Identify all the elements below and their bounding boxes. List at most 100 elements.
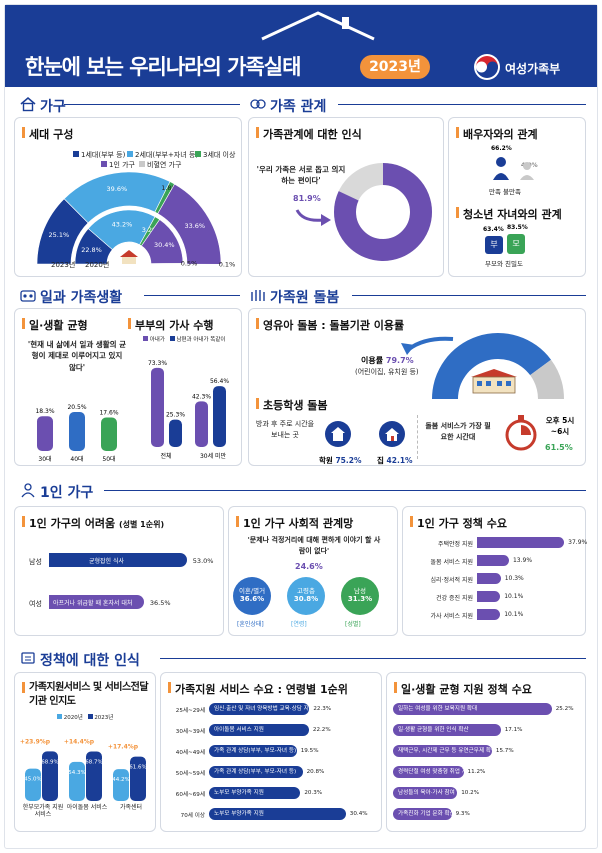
- single-policy-title: 1인 가구 정책 수요: [410, 516, 507, 530]
- legend-swatch: [195, 151, 201, 157]
- academy-value: 75.2%: [335, 456, 362, 465]
- usage-value: 79.7%: [385, 356, 414, 365]
- demand-bar: 임신·출산 및 자녀 양육방법 교육·상담 지원: [209, 703, 314, 715]
- house-roof-icon: [261, 11, 375, 41]
- awareness-bar-2023: [42, 751, 58, 801]
- usage-gauge-chart: [432, 333, 564, 399]
- social-group-label: 남성: [354, 587, 366, 595]
- outer-ring-label: 0.1%: [219, 260, 236, 268]
- time-label: 오후 5시~6시: [545, 416, 575, 436]
- balance-bar: [37, 416, 53, 451]
- social-group-label: 고령층: [297, 587, 315, 595]
- housework-title: 부부의 가사 수행: [128, 318, 214, 332]
- single-policy-label: 돌봄 서비스 지원: [430, 559, 473, 566]
- outer-ring-label: 39.6%: [107, 185, 128, 193]
- housework-value-label: 73.3%: [148, 360, 167, 367]
- demand-label: 가족 관계 상담(부부, 부모-자녀 등): [214, 748, 297, 754]
- single-policy-label: 건강 증진 지원: [436, 595, 473, 602]
- demand-value: 22.3%: [313, 706, 332, 712]
- single-difficulty-card: 1인 가구의 어려움 (성별 1순위) 남성 균형잡힌 식사 53.0% 여성 아프거나…: [14, 506, 224, 636]
- balance-value-label: 20.5%: [67, 404, 86, 411]
- awareness-value-2023: 68.7%: [85, 760, 102, 766]
- wlb-label: 가족친화 기업 문화 확산: [398, 811, 455, 817]
- single-policy-value: 10.3%: [504, 575, 524, 582]
- relations-quote: '우리 가족은 서로 돕고 의지하는 편이다': [256, 165, 346, 186]
- housework-bar: [151, 367, 164, 447]
- demand-age-label: 50세~59세: [175, 771, 205, 777]
- wlb-bar: 일·생활 균형을 위한 인식 확산: [393, 724, 501, 736]
- ministry-logo-text: 여성가족부: [505, 62, 561, 76]
- balance-bar-chart: 18.3% 30대 20.5% 40대 17.6% 50대: [35, 404, 118, 463]
- youth-caption: 부모와 친밀도: [485, 260, 523, 268]
- inner-ring-label: 22.8%: [81, 246, 102, 254]
- demand-bar: 노부모 부양가족 지원: [209, 787, 301, 799]
- home-line: 집 42.1%: [377, 455, 413, 466]
- balance-value-label: 18.3%: [35, 408, 54, 415]
- stopwatch-icon: [505, 415, 537, 451]
- social-group-tag: [혼인상태]: [237, 621, 264, 628]
- relations-card: 가족관계에 대한 인식 '우리 가족은 서로 돕고 의지하는 편이다' 81.9…: [248, 117, 444, 277]
- donut-value: [334, 163, 432, 261]
- difficulty-label: 아프거나 위급할 때 혼자서 대처: [53, 600, 133, 607]
- inner-ring-label: 2020년: [85, 261, 110, 269]
- single-policy-bar: [477, 555, 509, 566]
- section-title-household: 가구: [40, 99, 66, 115]
- difficulty-label: 균형잡힌 식사: [89, 558, 125, 565]
- difficulty-value: 36.5%: [149, 599, 171, 607]
- work-card: 일·생활 균형 '현재 내 삶에서 일과 생활의 균형이 제대로 이루어지고 있…: [14, 308, 242, 466]
- single-policy-label: 주택안정 지원: [437, 541, 473, 548]
- wlb-label: 남성들의 육아·가사 참여 지원: [398, 790, 467, 796]
- legend-swatch: [127, 151, 133, 157]
- divider: [417, 415, 418, 459]
- demand-title: 가족지원 서비스 수요 : 연령별 1순위: [168, 682, 348, 696]
- housework-bar-chart: 73.3% 25.3% 42.3% 56.4% 전체 30세 미만: [148, 360, 229, 460]
- awareness-gain: +23.9%p: [20, 738, 51, 745]
- legend-swatch: [143, 336, 148, 341]
- single-policy-label: 심리·정서적 지원: [430, 577, 473, 584]
- care-hands-icon: [251, 290, 265, 301]
- legend-label: 2세대(부부+자녀 등): [135, 151, 199, 159]
- legend-swatch: [57, 714, 62, 719]
- wlb-label: 일하는 여성을 위한 보육지원 확대: [398, 706, 478, 712]
- gender-label: 여성: [29, 600, 42, 608]
- balance-title: 일·생활 균형: [22, 318, 88, 332]
- awareness-bar-2020: [113, 769, 129, 801]
- awareness-bar-2023: [130, 756, 146, 801]
- demand-value: 22.2%: [312, 727, 331, 733]
- daycare-building-icon: [471, 369, 517, 394]
- family-meeting-icon: [20, 290, 36, 302]
- infant-title: 영유아 돌봄 : 돌봄기관 이용률: [255, 318, 405, 332]
- wlb-label: 재택근무, 시간제 근무 등 유연근무제 확산: [398, 748, 497, 754]
- care-card: 영유아 돌봄 : 돌봄기관 이용률 이용률 79.7% (어린이집, 유치원 등…: [248, 308, 586, 466]
- housework-legend: 아내가 남편과 아내가 똑같이: [143, 335, 225, 343]
- wlb-bar: 일하는 여성을 위한 보육지원 확대: [393, 703, 552, 715]
- wlb-value: 10.2%: [461, 790, 480, 796]
- social-title: 1인 가구 사회적 관계망: [235, 516, 354, 530]
- single-difficulty-title-line: 1인 가구의 어려움 (성별 1순위): [21, 515, 164, 531]
- outer-ring-label: 1.8%: [161, 184, 178, 192]
- wlb-card: 일·생활 균형 지원 정책 수요 일하는 여성을 위한 보육지원 확대 25.2%…: [386, 672, 586, 832]
- megaphone-icon: [21, 652, 35, 664]
- after-school-text: 방과 후 주로 시간을 보내는 곳: [255, 420, 315, 439]
- single-policy-value: 10.1%: [504, 611, 524, 618]
- spouse-youth-card: 배우자와의 관계 66.2% 4.0% 만족 불만족 청소년 자녀와의 관계 6…: [448, 117, 586, 277]
- awareness-gain: +14.4%p: [64, 739, 95, 746]
- demand-label: 임신·출산 및 자녀 양육방법 교육·상담 지원: [214, 706, 314, 712]
- need-time-text: 돌봄 서비스가 가장 필요한 시간대: [425, 422, 491, 441]
- inner-ring-segment: [150, 263, 184, 265]
- outer-ring-label: 2023년: [51, 261, 76, 269]
- house-icon: [120, 250, 138, 264]
- outer-ring-label: 25.1%: [49, 231, 70, 239]
- inner-ring-label: 0.5%: [181, 260, 198, 268]
- single-policy-value: 10.1%: [504, 593, 524, 600]
- youth-father-value: 63.4%: [483, 226, 504, 233]
- spouse-icon: [493, 157, 534, 180]
- balance-category-label: 40대: [70, 455, 83, 463]
- social-group-circle: 남성 31.3%: [341, 577, 379, 615]
- demand-label: 아이돌봄 서비스 지원: [214, 727, 264, 733]
- father-badge: 부: [485, 236, 503, 254]
- wlb-value: 15.7%: [495, 748, 514, 754]
- youth-mother-value: 83.5%: [507, 224, 528, 231]
- spouse-satisfied-value: 66.2%: [491, 145, 512, 152]
- wlb-label: 일·생활 균형을 위한 인식 확산: [398, 727, 469, 733]
